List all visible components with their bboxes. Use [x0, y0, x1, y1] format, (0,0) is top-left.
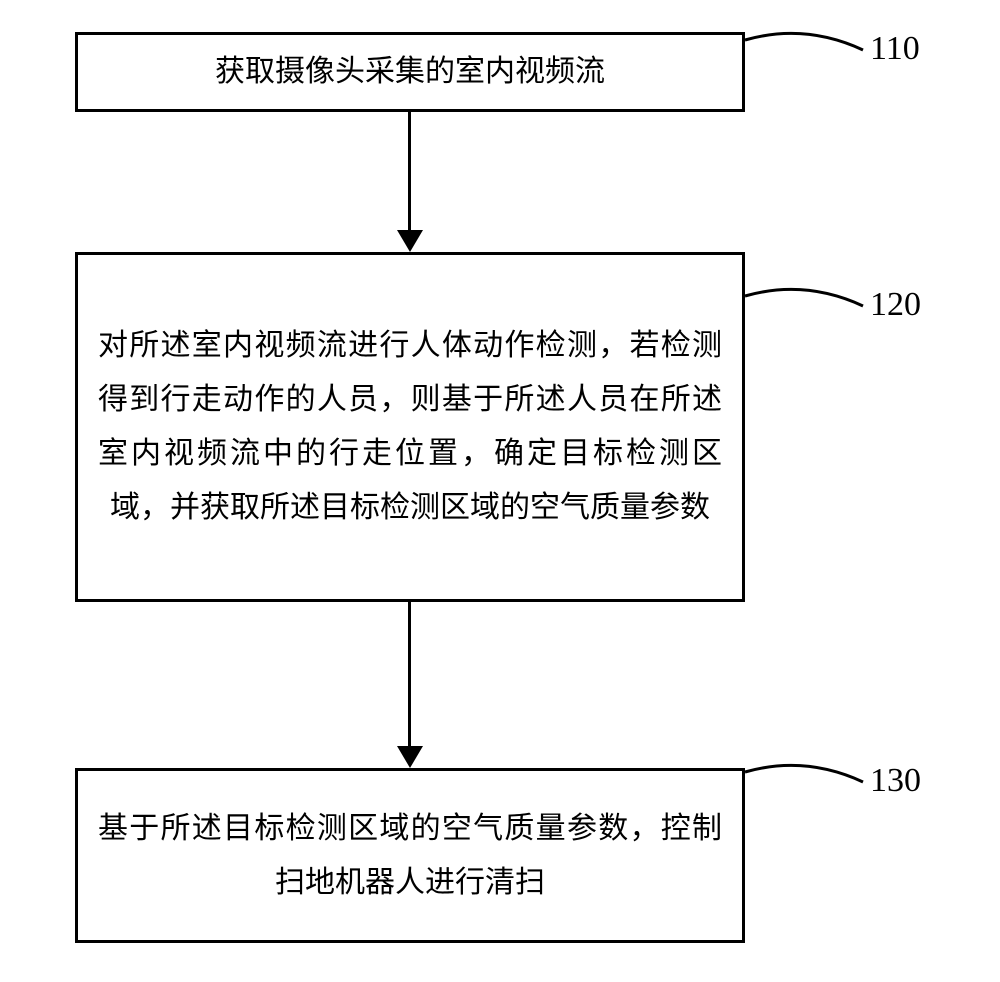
flow-step-110: 获取摄像头采集的室内视频流	[75, 32, 745, 112]
connector-curve-120	[745, 284, 865, 324]
flow-step-110-text: 获取摄像头采集的室内视频流	[215, 45, 605, 99]
flow-step-130: 基于所述目标检测区域的空气质量参数，控制扫地机器人进行清扫	[75, 768, 745, 943]
flowchart-container: 获取摄像头采集的室内视频流 110 对所述室内视频流进行人体动作检测，若检测得到…	[0, 0, 1000, 982]
arrow-120-to-130	[408, 602, 411, 752]
connector-curve-110	[745, 28, 865, 68]
step-label-120: 120	[870, 286, 921, 324]
arrow-head-120-to-130	[397, 746, 423, 768]
arrow-110-to-120	[408, 112, 411, 237]
arrow-head-110-to-120	[397, 230, 423, 252]
flow-step-130-text: 基于所述目标检测区域的空气质量参数，控制扫地机器人进行清扫	[98, 802, 722, 910]
step-label-130: 130	[870, 762, 921, 800]
connector-curve-130	[745, 760, 865, 800]
flow-step-120: 对所述室内视频流进行人体动作检测，若检测得到行走动作的人员，则基于所述人员在所述…	[75, 252, 745, 602]
step-label-110: 110	[870, 30, 920, 68]
flow-step-120-text: 对所述室内视频流进行人体动作检测，若检测得到行走动作的人员，则基于所述人员在所述…	[98, 319, 722, 535]
